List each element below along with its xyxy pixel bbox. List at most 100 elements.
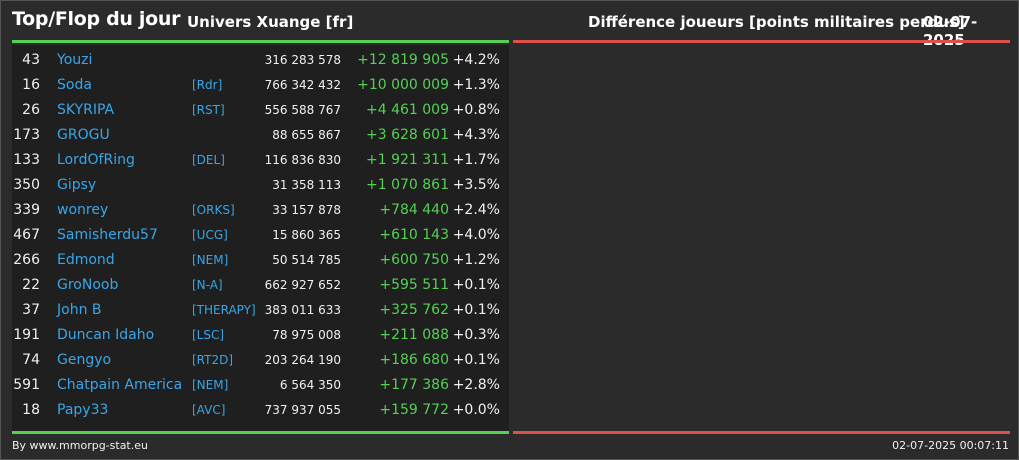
table-row: 74 Gengyo [RT2D] 203 264 190 +186 680 +0.1% <box>12 348 509 373</box>
percent-change: +1.3% <box>452 77 500 93</box>
player-rank: 350 <box>13 177 40 193</box>
player-rank: 18 <box>22 402 40 418</box>
percent-change: +0.1% <box>452 277 500 293</box>
player-name-link[interactable]: GROGU <box>57 127 110 143</box>
top-divider-bottom <box>12 431 509 434</box>
table-row: 43 Youzi 316 283 578 +12 819 905 +4.2% <box>12 48 509 73</box>
alliance-tag-link[interactable]: [DEL] <box>192 153 225 167</box>
points-difference: +325 762 <box>379 302 449 318</box>
table-row: 22 GroNoob [N-A] 662 927 652 +595 511 +0.1% <box>12 273 509 298</box>
player-name-link[interactable]: Samisherdu57 <box>57 227 158 243</box>
table-row: 18 Papy33 [AVC] 737 937 055 +159 772 +0.0% <box>12 398 509 423</box>
alliance-tag-link[interactable]: [RT2D] <box>192 353 234 367</box>
percent-change: +4.2% <box>452 52 500 68</box>
percent-change: +4.3% <box>452 127 500 143</box>
player-rank: 26 <box>22 102 40 118</box>
percent-change: +3.5% <box>452 177 500 193</box>
player-name-link[interactable]: SKYRIPA <box>57 102 115 118</box>
table-row: 16 Soda [Rdr] 766 342 432 +10 000 009 +1.3% <box>12 73 509 98</box>
player-name-link[interactable]: Youzi <box>57 52 93 68</box>
percent-change: +0.1% <box>452 302 500 318</box>
alliance-tag-link[interactable]: [UCG] <box>192 228 228 242</box>
percent-change: +0.0% <box>452 402 500 418</box>
table-row: 339 wonrey [ORKS] 33 157 878 +784 440 +2.4% <box>12 198 509 223</box>
metric-label: Différence joueurs [points militaires pe… <box>588 13 965 31</box>
table-row: 467 Samisherdu57 [UCG] 15 860 365 +610 143 +4… <box>12 223 509 248</box>
table-row: 350 Gipsy 31 358 113 +1 070 861 +3.5% <box>12 173 509 198</box>
player-points: 78 975 008 <box>272 328 341 342</box>
table-row: 26 SKYRIPA [RST] 556 588 767 +4 461 009 +0.8% <box>12 98 509 123</box>
percent-change: +2.8% <box>452 377 500 393</box>
alliance-tag-link[interactable]: [AVC] <box>192 403 226 417</box>
player-name-link[interactable]: GroNoob <box>57 277 119 293</box>
percent-change: +1.7% <box>452 152 500 168</box>
player-name-link[interactable]: Gengyo <box>57 352 112 368</box>
player-points: 316 283 578 <box>264 53 341 67</box>
date-label: 02-07-2025 <box>923 13 978 49</box>
table-row: 37 John B [THERAPY] 383 011 633 +325 762 +0.1… <box>12 298 509 323</box>
player-rank: 43 <box>22 52 40 68</box>
player-points: 203 264 190 <box>264 353 341 367</box>
player-points: 88 655 867 <box>272 128 341 142</box>
player-points: 33 157 878 <box>272 203 341 217</box>
player-name-link[interactable]: Chatpain America <box>57 377 183 393</box>
table-row: 191 Duncan Idaho [LSC] 78 975 008 +211 088 +0… <box>12 323 509 348</box>
points-difference: +1 921 311 <box>366 152 449 168</box>
flop-players-panel <box>513 45 1010 431</box>
points-difference: +211 088 <box>379 327 449 343</box>
player-rank: 591 <box>13 377 40 393</box>
player-rank: 74 <box>22 352 40 368</box>
percent-change: +2.4% <box>452 202 500 218</box>
player-name-link[interactable]: John B <box>57 302 102 318</box>
table-row: 591 Chatpain America [NEM] 6 564 350 +177 38… <box>12 373 509 398</box>
player-name-link[interactable]: Duncan Idaho <box>57 327 155 343</box>
credit-link[interactable]: By www.mmorpg-stat.eu <box>12 439 148 452</box>
points-difference: +3 628 601 <box>366 127 449 143</box>
points-difference: +186 680 <box>379 352 449 368</box>
percent-change: +1.2% <box>452 252 500 268</box>
player-name-link[interactable]: LordOfRing <box>57 152 135 168</box>
percent-change: +0.3% <box>452 327 500 343</box>
player-rank: 173 <box>13 127 40 143</box>
points-difference: +4 461 009 <box>366 102 449 118</box>
points-difference: +159 772 <box>379 402 449 418</box>
player-rank: 339 <box>13 202 40 218</box>
points-difference: +177 386 <box>379 377 449 393</box>
alliance-tag-link[interactable]: [N-A] <box>192 278 223 292</box>
player-rank: 133 <box>13 152 40 168</box>
player-points: 556 588 767 <box>264 103 341 117</box>
alliance-tag-link[interactable]: [LSC] <box>192 328 225 342</box>
player-name-link[interactable]: wonrey <box>57 202 109 218</box>
player-name-link[interactable]: Soda <box>57 77 92 93</box>
points-difference: +784 440 <box>379 202 449 218</box>
universe-label: Univers Xuange [fr] <box>187 13 354 31</box>
alliance-tag-link[interactable]: [NEM] <box>192 253 229 267</box>
player-name-link[interactable]: Papy33 <box>57 402 109 418</box>
player-points: 662 927 652 <box>264 278 341 292</box>
player-points: 383 011 633 <box>264 303 341 317</box>
points-difference: +595 511 <box>379 277 449 293</box>
player-points: 766 342 432 <box>264 78 341 92</box>
table-row: 133 LordOfRing [DEL] 116 836 830 +1 921 311 +… <box>12 148 509 173</box>
player-points: 31 358 113 <box>272 178 341 192</box>
generated-timestamp: 02-07-2025 00:07:11 <box>892 439 1009 452</box>
player-name-link[interactable]: Edmond <box>57 252 115 268</box>
points-difference: +12 819 905 <box>357 52 449 68</box>
player-points: 116 836 830 <box>264 153 341 167</box>
alliance-tag-link[interactable]: [THERAPY] <box>192 303 256 317</box>
percent-change: +0.8% <box>452 102 500 118</box>
player-points: 50 514 785 <box>272 253 341 267</box>
points-difference: +10 000 009 <box>357 77 449 93</box>
alliance-tag-link[interactable]: [RST] <box>192 103 225 117</box>
percent-change: +0.1% <box>452 352 500 368</box>
alliance-tag-link[interactable]: [NEM] <box>192 378 229 392</box>
player-name-link[interactable]: Gipsy <box>57 177 97 193</box>
top-players-panel: 43 Youzi 316 283 578 +12 819 905 +4.2% 16 Soda… <box>12 45 509 431</box>
top-divider-top <box>12 40 509 43</box>
player-rank: 467 <box>13 227 40 243</box>
alliance-tag-link[interactable]: [ORKS] <box>192 203 235 217</box>
flop-divider-bottom <box>513 431 1010 434</box>
points-difference: +600 750 <box>379 252 449 268</box>
alliance-tag-link[interactable]: [Rdr] <box>192 78 223 92</box>
